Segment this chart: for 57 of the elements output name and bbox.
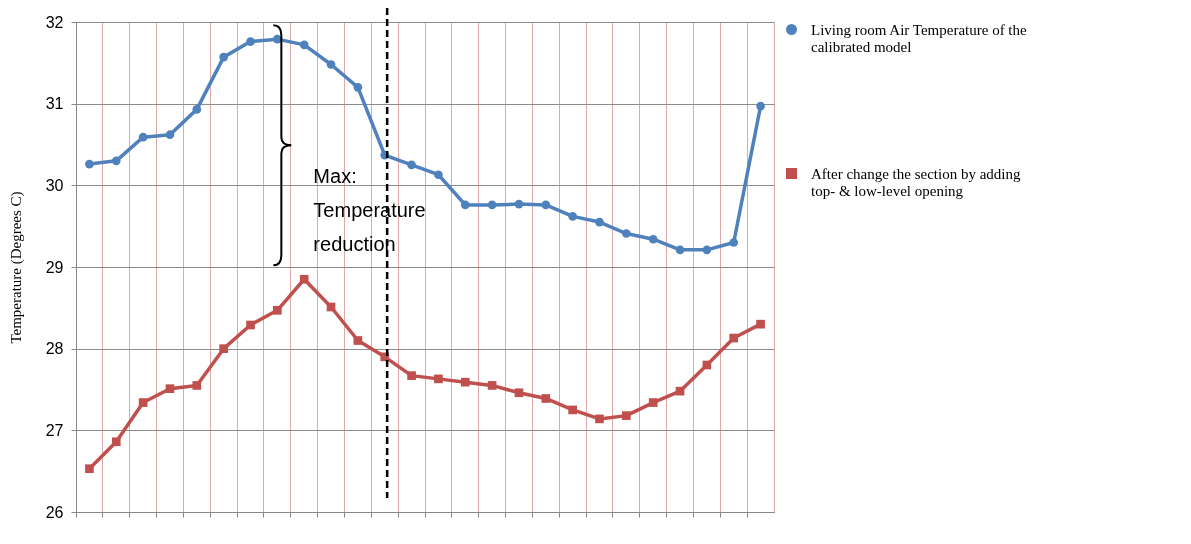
y-tick-label: 29 [45, 258, 64, 276]
point [729, 238, 739, 247]
y-tick-label: 26 [45, 503, 64, 521]
point [353, 336, 363, 345]
point [111, 156, 121, 166]
point [729, 333, 739, 343]
point [434, 170, 443, 180]
legend-label: After change the section by adding top- & low-level opening [811, 165, 1022, 199]
point [622, 411, 631, 420]
point [85, 159, 94, 169]
point [192, 105, 202, 114]
point [165, 130, 175, 140]
point [514, 199, 524, 209]
point [273, 305, 282, 315]
point [648, 398, 658, 407]
point [541, 394, 551, 403]
y-tick-label: 31 [45, 95, 64, 113]
point [460, 377, 470, 387]
point [622, 229, 631, 238]
legend-label: Living room Air Temperature of the calibrated model [811, 21, 1028, 55]
point [192, 381, 202, 390]
point [138, 398, 148, 407]
annotation: Max: Temperature reduction [313, 165, 426, 256]
point [595, 217, 604, 227]
point [219, 52, 228, 62]
point [460, 200, 470, 210]
point [487, 200, 497, 210]
point [702, 245, 712, 255]
point [407, 371, 416, 380]
y-tick-label: 28 [45, 340, 64, 358]
point [568, 212, 577, 221]
point [514, 388, 524, 398]
point [111, 437, 121, 447]
point [434, 374, 443, 384]
point [487, 381, 497, 390]
point [299, 274, 309, 284]
point [541, 200, 551, 210]
y-tick-label: 32 [45, 13, 64, 31]
y-tick-label: 27 [45, 421, 64, 439]
point [568, 405, 577, 415]
point [648, 234, 658, 244]
y-tick-label: 30 [45, 176, 64, 194]
y-axis-title: Temperature (Degrees C) [7, 191, 25, 344]
point [299, 40, 309, 50]
point [138, 132, 148, 142]
point [407, 160, 416, 170]
point [756, 319, 765, 329]
point [595, 414, 604, 424]
point [165, 384, 175, 394]
point [246, 37, 255, 46]
point [219, 344, 228, 353]
point [675, 245, 685, 255]
point [756, 101, 765, 111]
point [246, 320, 255, 330]
point [326, 60, 336, 69]
point [353, 83, 363, 92]
point [85, 464, 94, 474]
